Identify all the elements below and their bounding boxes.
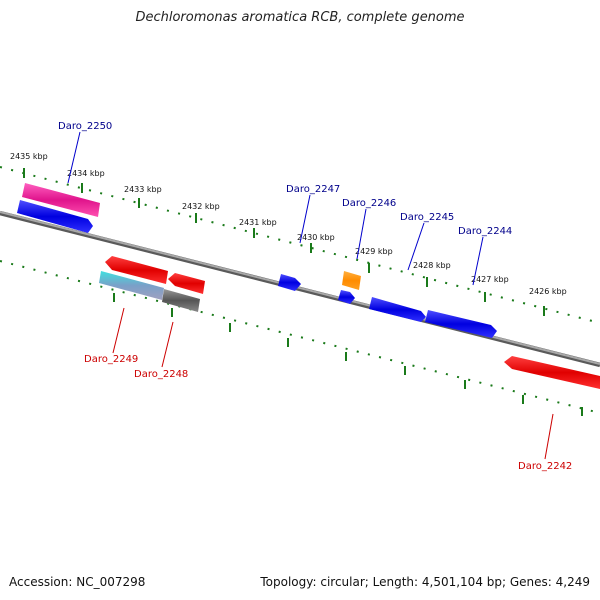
gene-label: Daro_2248 xyxy=(134,369,188,380)
gene-label: Daro_2245 xyxy=(400,212,454,223)
kbp-label: 2434 kbp xyxy=(67,169,105,178)
gene-daro-2249-small[interactable] xyxy=(168,273,205,294)
genome-axis xyxy=(0,210,600,368)
lower-leader-lines xyxy=(112,307,554,460)
gene-label: Daro_2242 xyxy=(518,461,572,472)
kbp-label: 2429 kbp xyxy=(355,247,393,256)
kbp-label: 2433 kbp xyxy=(124,185,162,194)
kbp-label: 2435 kbp xyxy=(10,152,48,161)
kbp-label: 2432 kbp xyxy=(182,202,220,211)
gene-label: Daro_2244 xyxy=(458,226,512,237)
gene-daro-2242[interactable] xyxy=(504,356,600,389)
gene-daro-2250-blue[interactable] xyxy=(17,200,93,233)
gene-daro-2246[interactable] xyxy=(342,271,361,290)
gene-daro-2250-pink[interactable] xyxy=(22,183,100,217)
kbp-labels: 2435 kbp 2434 kbp 2433 kbp 2432 kbp 2431… xyxy=(10,152,567,296)
kbp-label: 2428 kbp xyxy=(413,261,451,270)
gene-label: Daro_2247 xyxy=(286,184,340,195)
upper-gene-labels: Daro_2250 Daro_2247 Daro_2246 Daro_2245 … xyxy=(58,121,512,237)
gene-daro-2245[interactable] xyxy=(369,297,426,322)
lower-gene-labels: Daro_2249 Daro_2248 Daro_2242 xyxy=(84,354,572,472)
kbp-label: 2427 kbp xyxy=(471,275,509,284)
kbp-label: 2430 kbp xyxy=(297,233,335,242)
gene-daro-2248[interactable] xyxy=(162,289,200,312)
gene-daro-2246-b[interactable] xyxy=(338,290,355,304)
accession-text: Accession: NC_007298 xyxy=(9,575,146,589)
gene-label: Daro_2246 xyxy=(342,198,396,209)
gene-daro-2249-red[interactable] xyxy=(105,256,168,284)
gene-label: Daro_2250 xyxy=(58,121,112,132)
gene-label: Daro_2249 xyxy=(84,354,138,365)
genome-info-text: Topology: circular; Length: 4,501,104 bp… xyxy=(260,575,590,589)
kbp-label: 2431 kbp xyxy=(239,218,277,227)
upper-leader-lines xyxy=(67,131,484,286)
kbp-label: 2426 kbp xyxy=(529,287,567,296)
genome-title: Dechloromonas aromatica RCB, complete ge… xyxy=(135,10,465,25)
gene-daro-2249[interactable] xyxy=(99,271,164,300)
lower-major-ticks xyxy=(113,293,583,416)
upper-major-ticks xyxy=(23,168,545,316)
gene-daro-2247[interactable] xyxy=(278,274,301,291)
gene-daro-2244[interactable] xyxy=(425,310,497,338)
